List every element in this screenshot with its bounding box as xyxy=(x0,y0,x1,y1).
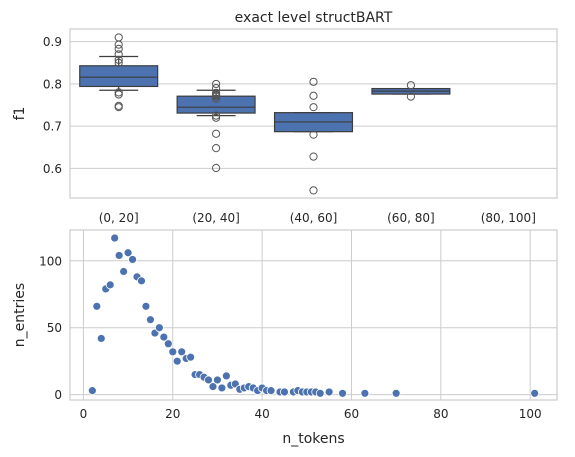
box-group xyxy=(176,79,256,173)
box-outlier xyxy=(114,55,123,64)
box-outlier xyxy=(212,163,221,173)
box-outlier xyxy=(212,79,221,89)
box-outlier xyxy=(309,103,318,112)
scatter-point xyxy=(123,248,133,258)
boxplot-y-ticks: 0.6 0.7 0.8 0.9 xyxy=(43,35,62,176)
box-outlier xyxy=(212,113,221,122)
scatter-y-ticks: 0 50 100 xyxy=(39,254,62,402)
scatter-panel: 0 50 100 0 20 40 60 80 100 n_tokens n_entries xyxy=(12,229,558,447)
box-outlier xyxy=(406,92,415,101)
boxplot-x-tick-label: (20, 40] xyxy=(192,211,240,225)
boxplot-x-tick-label: (60, 80] xyxy=(387,211,435,225)
scatter-point xyxy=(114,251,124,260)
scatter-plot-area xyxy=(70,230,557,400)
scatter-point xyxy=(92,301,102,311)
scatter-x-tick-label: 100 xyxy=(519,407,542,421)
box-outlier xyxy=(212,144,221,153)
scatter-point xyxy=(177,347,187,357)
scatter-point xyxy=(137,276,146,286)
box-outlier xyxy=(212,111,221,120)
box-outlier xyxy=(114,50,123,59)
scatter-point xyxy=(530,388,540,398)
box-outlier xyxy=(309,91,318,100)
scatter-x-tick-label: 0 xyxy=(80,407,88,421)
scatter-y-tick-label: 100 xyxy=(39,254,62,268)
scatter-point xyxy=(204,375,213,385)
scatter-point xyxy=(159,332,169,342)
scatter-gridlines xyxy=(70,230,557,400)
box-outlier xyxy=(114,90,123,99)
scatter-frame xyxy=(69,229,558,401)
scatter-point xyxy=(141,301,151,311)
scatter-point xyxy=(338,388,347,398)
boxplot-x-ticks: (0, 20] (20, 40] (40, 60] (60, 80] (80, 100] xyxy=(99,211,536,225)
boxplot-y-tick-label: 0.9 xyxy=(43,35,62,49)
scatter-point xyxy=(221,371,231,381)
scatter-point xyxy=(208,382,218,392)
scatter-point xyxy=(266,386,276,396)
boxplot-x-tick-label: (0, 20] xyxy=(99,211,139,225)
scatter-point xyxy=(186,352,196,362)
scatter-x-tick-label: 40 xyxy=(254,407,269,421)
scatter-y-tick-label: 0 xyxy=(54,388,62,402)
scatter-x-tick-label: 20 xyxy=(165,407,180,421)
scatter-points xyxy=(87,233,540,398)
box-group xyxy=(79,33,159,112)
box-outlier xyxy=(212,94,221,103)
scatter-point xyxy=(172,356,182,366)
boxplot-frame xyxy=(69,28,558,199)
box-outlier xyxy=(114,88,123,97)
scatter-point xyxy=(154,323,164,333)
box-outlier xyxy=(114,58,123,67)
box-group xyxy=(273,77,354,195)
box-outlier xyxy=(309,152,318,161)
box-outlier xyxy=(212,92,221,101)
box-outlier xyxy=(114,40,123,49)
box-iqr xyxy=(79,65,159,88)
scatter-point xyxy=(105,280,115,290)
scatter-point xyxy=(110,233,120,243)
scatter-x-tick-label: 80 xyxy=(433,407,448,421)
box-outlier xyxy=(114,44,123,53)
box-outlier xyxy=(212,129,221,138)
boxplot-y-label: f1 xyxy=(12,107,28,121)
boxplot-y-tick-label: 0.8 xyxy=(43,77,62,91)
scatter-point xyxy=(119,267,129,276)
scatter-y-tick-label: 50 xyxy=(47,321,62,335)
scatter-point xyxy=(324,387,334,397)
scatter-point xyxy=(360,388,370,398)
box-outlier xyxy=(309,186,318,195)
scatter-point xyxy=(280,387,289,397)
scatter-point xyxy=(96,334,106,343)
scatter-point xyxy=(213,375,222,385)
scatter-point xyxy=(315,388,325,398)
boxplot-panel: 0.6 0.7 0.8 0.9 (0, 20] (20, 40] (40, 60] (60,… xyxy=(12,10,558,225)
boxplot-x-tick-label: (40, 60] xyxy=(290,211,338,225)
box-outlier xyxy=(114,103,123,112)
scatter-y-label: n_entries xyxy=(12,283,28,347)
scatter-point xyxy=(168,347,178,357)
scatter-point xyxy=(87,386,97,396)
boxplot-boxes xyxy=(79,33,451,195)
scatter-point xyxy=(217,383,227,393)
scatter-point xyxy=(146,315,155,325)
chart-title: exact level structBART xyxy=(235,10,393,26)
boxplot-y-tick-label: 0.7 xyxy=(43,120,62,134)
scatter-x-tick-label: 60 xyxy=(344,407,359,421)
scatter-x-label: n_tokens xyxy=(282,431,344,447)
scatter-x-ticks: 0 20 40 60 80 100 xyxy=(80,407,542,421)
scatter-point xyxy=(163,339,173,349)
boxplot-y-tick-label: 0.6 xyxy=(43,162,62,176)
box-group xyxy=(371,81,451,101)
scatter-point xyxy=(391,388,401,398)
box-outlier xyxy=(309,77,318,86)
box-outlier xyxy=(309,130,318,139)
box-outlier xyxy=(406,81,415,90)
boxplot-x-tick-label: (80, 100] xyxy=(481,211,536,225)
scatter-point xyxy=(128,255,137,264)
